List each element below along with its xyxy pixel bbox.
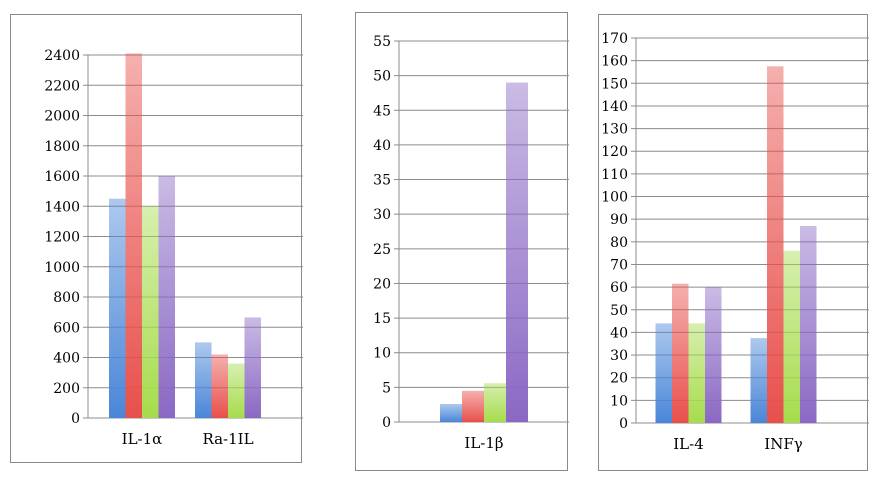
y-tick-label: 120 xyxy=(601,144,628,160)
y-tick-label: 0 xyxy=(619,416,628,432)
y-tick-label: 160 xyxy=(601,54,628,70)
y-tick-label: 20 xyxy=(610,371,628,387)
bar xyxy=(109,198,126,418)
bar xyxy=(800,225,817,423)
y-tick-label: 1400 xyxy=(44,199,80,215)
x-category-label: INFγ xyxy=(764,435,802,453)
chart-svg-1: 0 200 400 600 800 1000 1200 1400 1600 1800 2000 220… xyxy=(44,48,303,448)
y-tick-label: 0 xyxy=(382,415,391,431)
y-tick-label: 170 xyxy=(601,31,628,47)
y-tick-label: 2200 xyxy=(44,78,80,94)
y-tick-label: 1000 xyxy=(44,260,80,276)
bar xyxy=(211,354,228,418)
bar xyxy=(705,287,722,423)
chart-svg-2: 0 5 10 15 20 25 30 35 40 45 50 55 IL-1β xyxy=(373,34,569,452)
bar xyxy=(142,206,159,418)
y-tick-label: 1200 xyxy=(44,230,80,246)
bar xyxy=(440,403,462,422)
y-tick-label: 140 xyxy=(601,99,628,115)
x-category-label: IL-4 xyxy=(673,435,704,453)
y-tick-label: 600 xyxy=(53,320,80,336)
y-tick-label: 80 xyxy=(610,235,628,251)
y-tick-label: 10 xyxy=(610,393,628,409)
bar xyxy=(484,383,506,422)
y-tick-label: 110 xyxy=(601,167,628,183)
y-tick-label: 30 xyxy=(610,348,628,364)
y-tick-label: 1800 xyxy=(44,139,80,155)
chart-panel-3: 0 10 20 30 40 50 60 70 80 90 100 110 120 130 140 150 160… xyxy=(598,14,869,471)
y-tick-label: 130 xyxy=(601,122,628,138)
bar xyxy=(462,390,484,422)
x-category-label: IL-1β xyxy=(464,434,503,452)
chart-svg-3: 0 10 20 30 40 50 60 70 80 90 100 110 120 130 140 150 160… xyxy=(601,31,869,453)
chart-panel-1: 0 200 400 600 800 1000 1200 1400 1600 1800 2000 220… xyxy=(10,14,303,463)
y-tick-label: 50 xyxy=(373,69,391,85)
bar xyxy=(125,53,142,419)
y-tick-label: 400 xyxy=(53,351,80,367)
y-tick-label: 10 xyxy=(373,346,391,362)
y-tick-label: 5 xyxy=(382,380,391,396)
bar xyxy=(506,82,528,423)
y-tick-label: 30 xyxy=(373,207,391,223)
y-tick-label: 1600 xyxy=(44,169,80,185)
y-tick-label: 25 xyxy=(373,242,391,258)
bar xyxy=(244,317,261,418)
bar xyxy=(688,323,705,423)
x-category-label: Ra-1IL xyxy=(202,430,253,448)
bar xyxy=(783,250,800,423)
y-tick-label: 40 xyxy=(373,138,391,154)
bar xyxy=(655,323,672,423)
y-tick-label: 70 xyxy=(610,257,628,273)
y-tick-label: 100 xyxy=(601,190,628,206)
bar xyxy=(767,66,784,423)
y-tick-label: 55 xyxy=(373,34,391,50)
y-tick-label: 45 xyxy=(373,103,391,119)
y-tick-label: 60 xyxy=(610,280,628,296)
y-tick-label: 800 xyxy=(53,290,80,306)
y-tick-label: 90 xyxy=(610,212,628,228)
y-tick-label: 2000 xyxy=(44,109,80,125)
x-category-label: IL-1α xyxy=(122,430,163,448)
y-tick-label: 20 xyxy=(373,276,391,292)
y-tick-label: 2400 xyxy=(44,48,80,64)
bar xyxy=(158,176,175,418)
y-tick-label: 50 xyxy=(610,303,628,319)
bar xyxy=(228,363,245,418)
y-tick-label: 40 xyxy=(610,325,628,341)
bar xyxy=(750,338,767,423)
y-tick-label: 15 xyxy=(373,311,391,327)
y-tick-label: 0 xyxy=(71,411,80,427)
bar xyxy=(195,342,212,418)
y-tick-label: 200 xyxy=(53,381,80,397)
bar xyxy=(672,283,689,423)
chart-panel-2: 0 5 10 15 20 25 30 35 40 45 50 55 IL-1β xyxy=(355,12,569,471)
y-tick-label: 35 xyxy=(373,173,391,189)
y-tick-label: 150 xyxy=(601,76,628,92)
